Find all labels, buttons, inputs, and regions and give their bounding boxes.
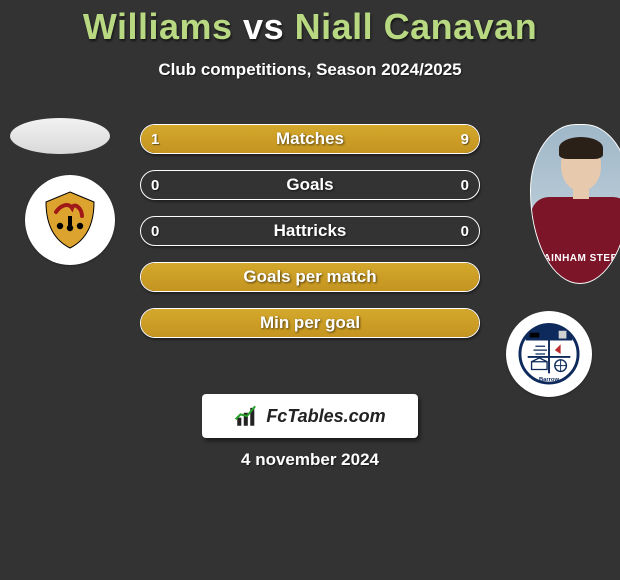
stat-row: Min per goal <box>140 308 480 338</box>
left-player-portrait <box>10 118 110 154</box>
stat-value-left: 0 <box>151 217 159 245</box>
stat-label: Goals <box>286 175 333 195</box>
right-player-portrait: RAINHAM STEEL <box>530 124 620 284</box>
stat-row: 0 0 Hattricks <box>140 216 480 246</box>
jersey-sponsor: RAINHAM STEEL <box>531 253 620 264</box>
stat-label: Hattricks <box>274 221 347 241</box>
stat-value-right: 0 <box>461 171 469 199</box>
svg-text:Barrow: Barrow <box>539 377 559 383</box>
stats-block: 1 9 Matches 0 0 Goals 0 0 Hattricks Goals per mat… <box>140 124 480 354</box>
shield-icon <box>38 188 102 252</box>
page-title: Williams vs Niall Canavan <box>0 0 620 48</box>
title-vs: vs <box>233 6 295 47</box>
brand-text: FcTables.com <box>266 406 385 427</box>
right-club-crest: Barrow <box>506 311 592 397</box>
brand-badge[interactable]: FcTables.com <box>202 394 418 438</box>
chart-icon <box>234 403 260 429</box>
stat-label: Goals per match <box>243 267 376 287</box>
stat-value-left: 1 <box>151 125 159 153</box>
crest-icon: Barrow <box>518 323 580 385</box>
stat-value-left: 0 <box>151 171 159 199</box>
stat-row: Goals per match <box>140 262 480 292</box>
stat-label: Min per goal <box>260 313 360 333</box>
title-player-left: Williams <box>83 6 233 47</box>
stat-value-right: 0 <box>461 217 469 245</box>
stat-label: Matches <box>276 129 344 149</box>
stat-value-right: 9 <box>461 125 469 153</box>
title-player-right: Niall Canavan <box>295 6 538 47</box>
stat-row: 0 0 Goals <box>140 170 480 200</box>
infographic-date: 4 november 2024 <box>0 450 620 470</box>
subtitle: Club competitions, Season 2024/2025 <box>0 60 620 80</box>
left-club-crest <box>25 175 115 265</box>
stat-row: 1 9 Matches <box>140 124 480 154</box>
